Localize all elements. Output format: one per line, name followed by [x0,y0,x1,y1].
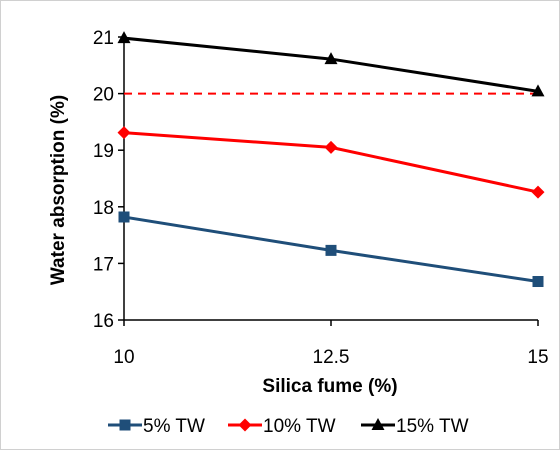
y-tick-label: 19 [93,141,114,162]
legend-item: 15% TW [361,416,469,437]
data-point [117,126,131,140]
data-point [532,276,544,288]
y-tick-label: 21 [93,28,114,49]
x-tick-label: 15 [527,347,548,368]
y-tick-label: 20 [93,85,114,106]
y-tick-label: 18 [93,198,114,219]
x-tick-label: 10 [113,347,134,368]
legend-label: 15% TW [396,416,469,437]
data-point [531,185,545,199]
series-layer [117,31,545,288]
y-tick-label: 17 [93,254,114,275]
x-axis-title: Silica fume (%) [262,376,397,397]
data-point [118,211,130,223]
legend-marker [119,419,131,431]
y-axis-title: Water absorption (%) [48,95,69,285]
series-2 [117,126,545,199]
data-point [324,52,338,65]
series-1 [118,211,544,288]
legend-marker [371,418,385,430]
data-point [117,31,131,44]
legend-item: 5% TW [108,416,205,437]
legend: 5% TW 10% TW 15% TW [108,416,469,437]
axes: 16 17 18 19 20 21 10 12.5 15 [93,28,549,368]
legend-marker [238,418,252,432]
legend-item: 10% TW [228,416,336,437]
data-point [324,140,338,154]
x-tick-label: 12.5 [313,347,350,368]
data-point [325,244,337,256]
y-tick-label: 16 [93,311,114,332]
legend-label: 5% TW [143,416,205,437]
legend-label: 10% TW [263,416,336,437]
data-point [531,84,545,97]
series-3 [117,31,545,97]
